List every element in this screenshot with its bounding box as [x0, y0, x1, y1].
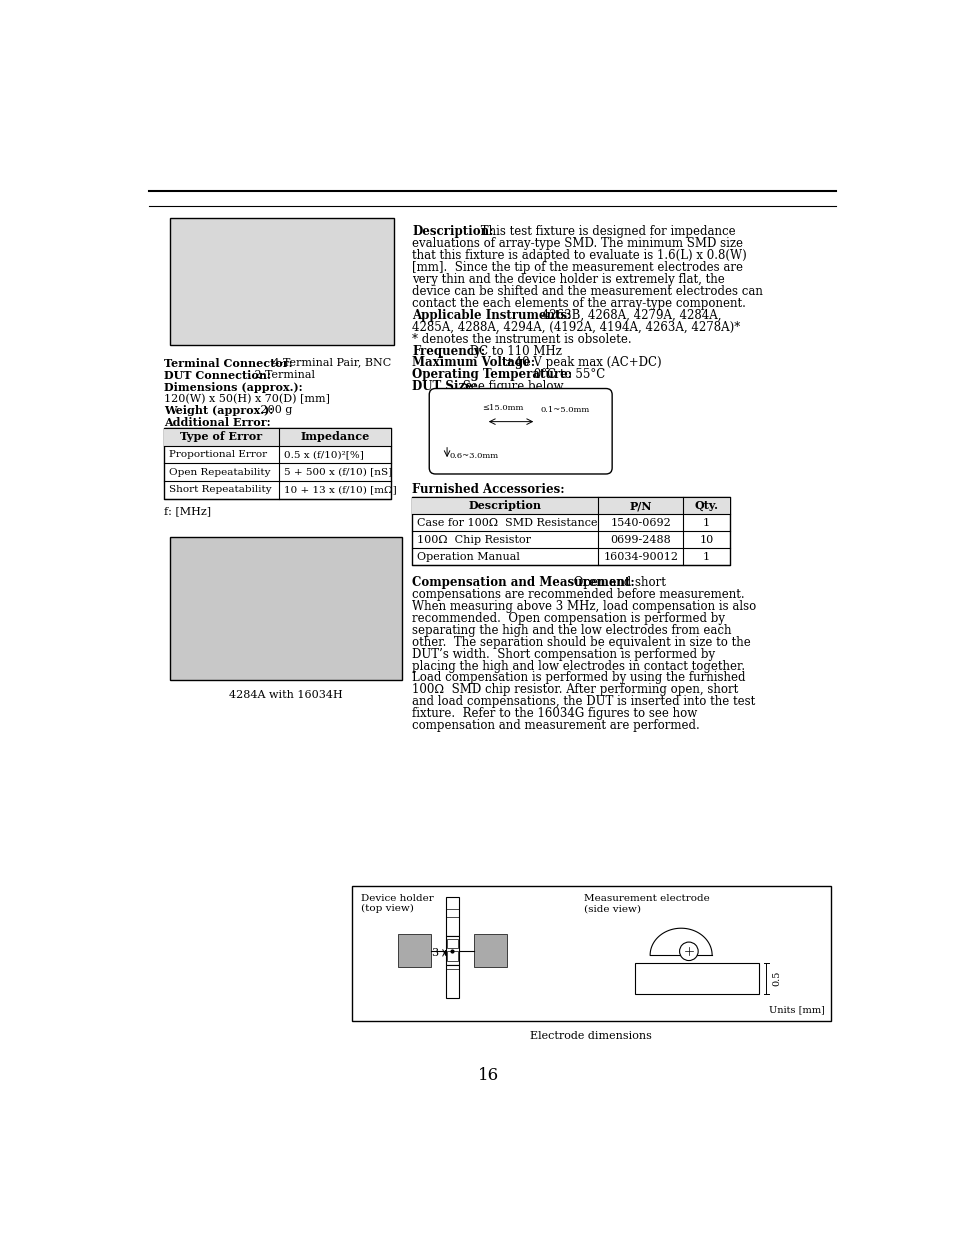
Text: compensation and measurement are performed.: compensation and measurement are perform… — [412, 719, 700, 732]
Text: 1540-0692: 1540-0692 — [610, 517, 671, 527]
Text: Qty.: Qty. — [694, 500, 718, 511]
Text: ≤15.0mm: ≤15.0mm — [481, 404, 523, 412]
Text: Measurement electrode: Measurement electrode — [583, 894, 709, 903]
Bar — [634, 963, 758, 994]
Bar — [170, 217, 394, 345]
Text: separating the high and the low electrodes from each: separating the high and the low electrod… — [412, 624, 731, 637]
Text: Additional Error:: Additional Error: — [164, 417, 271, 429]
Text: Furnished Accessories:: Furnished Accessories: — [412, 483, 564, 496]
Bar — [412, 498, 729, 515]
Text: 100Ω  SMD chip resistor. After performing open, short: 100Ω SMD chip resistor. After performing… — [412, 683, 738, 697]
Text: 10: 10 — [699, 535, 713, 545]
Bar — [397, 935, 431, 967]
Bar — [447, 951, 457, 961]
Text: other.  The separation should be equivalent in size to the: other. The separation should be equivale… — [412, 636, 750, 648]
Bar — [445, 898, 459, 936]
Text: 4285A, 4288A, 4294A, (4192A, 4194A, 4263A, 4278A)*: 4285A, 4288A, 4294A, (4192A, 4194A, 4263… — [412, 321, 740, 333]
Circle shape — [679, 942, 698, 961]
Text: Load compensation is performed by using the furnished: Load compensation is performed by using … — [412, 672, 745, 684]
Text: Applicable Instruments:: Applicable Instruments: — [412, 309, 571, 322]
Text: 16: 16 — [477, 1067, 499, 1084]
Text: * denotes the instrument is obsolete.: * denotes the instrument is obsolete. — [412, 332, 631, 346]
Text: fixture.  Refer to the 16034G figures to see how: fixture. Refer to the 16034G figures to … — [412, 708, 697, 720]
Text: Impedance: Impedance — [300, 431, 370, 442]
Text: that this fixture is adapted to evaluate is 1.6(L) x 0.8(W): that this fixture is adapted to evaluate… — [412, 249, 746, 262]
Bar — [352, 885, 830, 1020]
Text: Frequency:: Frequency: — [412, 345, 485, 358]
Text: ±40 V peak max (AC+DC): ±40 V peak max (AC+DC) — [500, 357, 660, 369]
Text: recommended.  Open compensation is performed by: recommended. Open compensation is perfor… — [412, 611, 724, 625]
Text: DUT Connection:: DUT Connection: — [164, 369, 271, 380]
Text: 0.5: 0.5 — [772, 971, 781, 986]
Text: very thin and the device holder is extremely flat, the: very thin and the device holder is extre… — [412, 273, 724, 287]
Bar — [447, 939, 457, 948]
Text: 3: 3 — [431, 947, 437, 958]
Text: See figure below: See figure below — [459, 380, 563, 394]
Text: Short Repeatability: Short Repeatability — [169, 485, 272, 494]
Text: 4263B, 4268A, 4279A, 4284A,: 4263B, 4268A, 4279A, 4284A, — [537, 309, 720, 322]
Text: 0.1~5.0mm: 0.1~5.0mm — [539, 406, 589, 414]
Text: 0.5 x (f/10)²[%]: 0.5 x (f/10)²[%] — [283, 450, 363, 459]
Text: 1: 1 — [702, 517, 710, 527]
Text: Terminal Connector:: Terminal Connector: — [164, 358, 293, 368]
Text: DUT Size:: DUT Size: — [412, 380, 476, 394]
Bar — [474, 935, 506, 967]
Text: evaluations of array-type SMD. The minimum SMD size: evaluations of array-type SMD. The minim… — [412, 237, 742, 251]
Text: Open and short: Open and short — [570, 576, 665, 589]
Text: 5 + 500 x (f/10) [nS]: 5 + 500 x (f/10) [nS] — [283, 468, 392, 477]
Text: compensations are recommended before measurement.: compensations are recommended before mea… — [412, 588, 744, 601]
Text: 120(W) x 50(H) x 70(D) [mm]: 120(W) x 50(H) x 70(D) [mm] — [164, 394, 330, 404]
Bar — [412, 498, 729, 566]
Text: 4-Terminal Pair, BNC: 4-Terminal Pair, BNC — [269, 358, 391, 368]
Text: 12: 12 — [445, 988, 459, 998]
Text: This test fixture is designed for impedance: This test fixture is designed for impeda… — [476, 225, 735, 238]
Text: 4284A with 16034H: 4284A with 16034H — [229, 690, 342, 700]
Text: Open Repeatability: Open Repeatability — [169, 468, 270, 477]
Text: Operating Temperature:: Operating Temperature: — [412, 368, 572, 382]
Text: 100Ω  Chip Resistor: 100Ω Chip Resistor — [416, 535, 530, 545]
Text: P/N: P/N — [629, 500, 652, 511]
Bar — [170, 537, 402, 679]
Bar — [164, 427, 391, 446]
Text: Weight (approx.):: Weight (approx.): — [164, 405, 274, 416]
Text: device can be shifted and the measurement electrodes can: device can be shifted and the measuremen… — [412, 285, 762, 298]
Text: (top view): (top view) — [360, 904, 414, 914]
Text: Type of Error: Type of Error — [180, 431, 262, 442]
Text: contact the each elements of the array-type component.: contact the each elements of the array-t… — [412, 296, 745, 310]
Text: Electrode dimensions: Electrode dimensions — [530, 1031, 652, 1041]
Text: 200 g: 200 g — [257, 405, 293, 415]
Text: 1: 1 — [702, 552, 710, 562]
Text: f: [MHz]: f: [MHz] — [164, 506, 212, 516]
Bar — [445, 966, 459, 998]
Text: [mm].  Since the tip of the measurement electrodes are: [mm]. Since the tip of the measurement e… — [412, 261, 742, 274]
Text: 0°C to 55°C: 0°C to 55°C — [530, 368, 604, 382]
Text: Maximum Voltage:: Maximum Voltage: — [412, 357, 535, 369]
Bar — [164, 427, 391, 499]
FancyBboxPatch shape — [429, 389, 612, 474]
Text: Dimensions (approx.):: Dimensions (approx.): — [164, 382, 302, 393]
Text: Description:: Description: — [412, 225, 494, 238]
Text: Device holder: Device holder — [360, 894, 434, 903]
Text: 16034-90012: 16034-90012 — [602, 552, 678, 562]
Text: DUT’s width.  Short compensation is performed by: DUT’s width. Short compensation is perfo… — [412, 647, 715, 661]
Text: 2-Terminal: 2-Terminal — [251, 369, 314, 379]
Text: and load compensations, the DUT is inserted into the test: and load compensations, the DUT is inser… — [412, 695, 755, 709]
Text: 0699-2488: 0699-2488 — [610, 535, 671, 545]
Text: (side view): (side view) — [583, 904, 640, 914]
Text: Case for 100Ω  SMD Resistance: Case for 100Ω SMD Resistance — [416, 517, 597, 527]
Text: placing the high and low electrodes in contact together.: placing the high and low electrodes in c… — [412, 659, 744, 673]
Text: 10 + 13 x (f/10) [mΩ]: 10 + 13 x (f/10) [mΩ] — [283, 485, 395, 494]
Text: DC to 110 MHz: DC to 110 MHz — [466, 345, 561, 358]
Text: Proportional Error: Proportional Error — [169, 450, 267, 459]
Text: Description: Description — [468, 500, 541, 511]
Text: Compensation and Measurement:: Compensation and Measurement: — [412, 576, 635, 589]
Bar — [445, 936, 459, 966]
Text: Units [mm]: Units [mm] — [768, 1005, 823, 1014]
Text: When measuring above 3 MHz, load compensation is also: When measuring above 3 MHz, load compens… — [412, 600, 756, 613]
Text: 0.6~3.0mm: 0.6~3.0mm — [449, 452, 498, 461]
Text: Operation Manual: Operation Manual — [416, 552, 519, 562]
